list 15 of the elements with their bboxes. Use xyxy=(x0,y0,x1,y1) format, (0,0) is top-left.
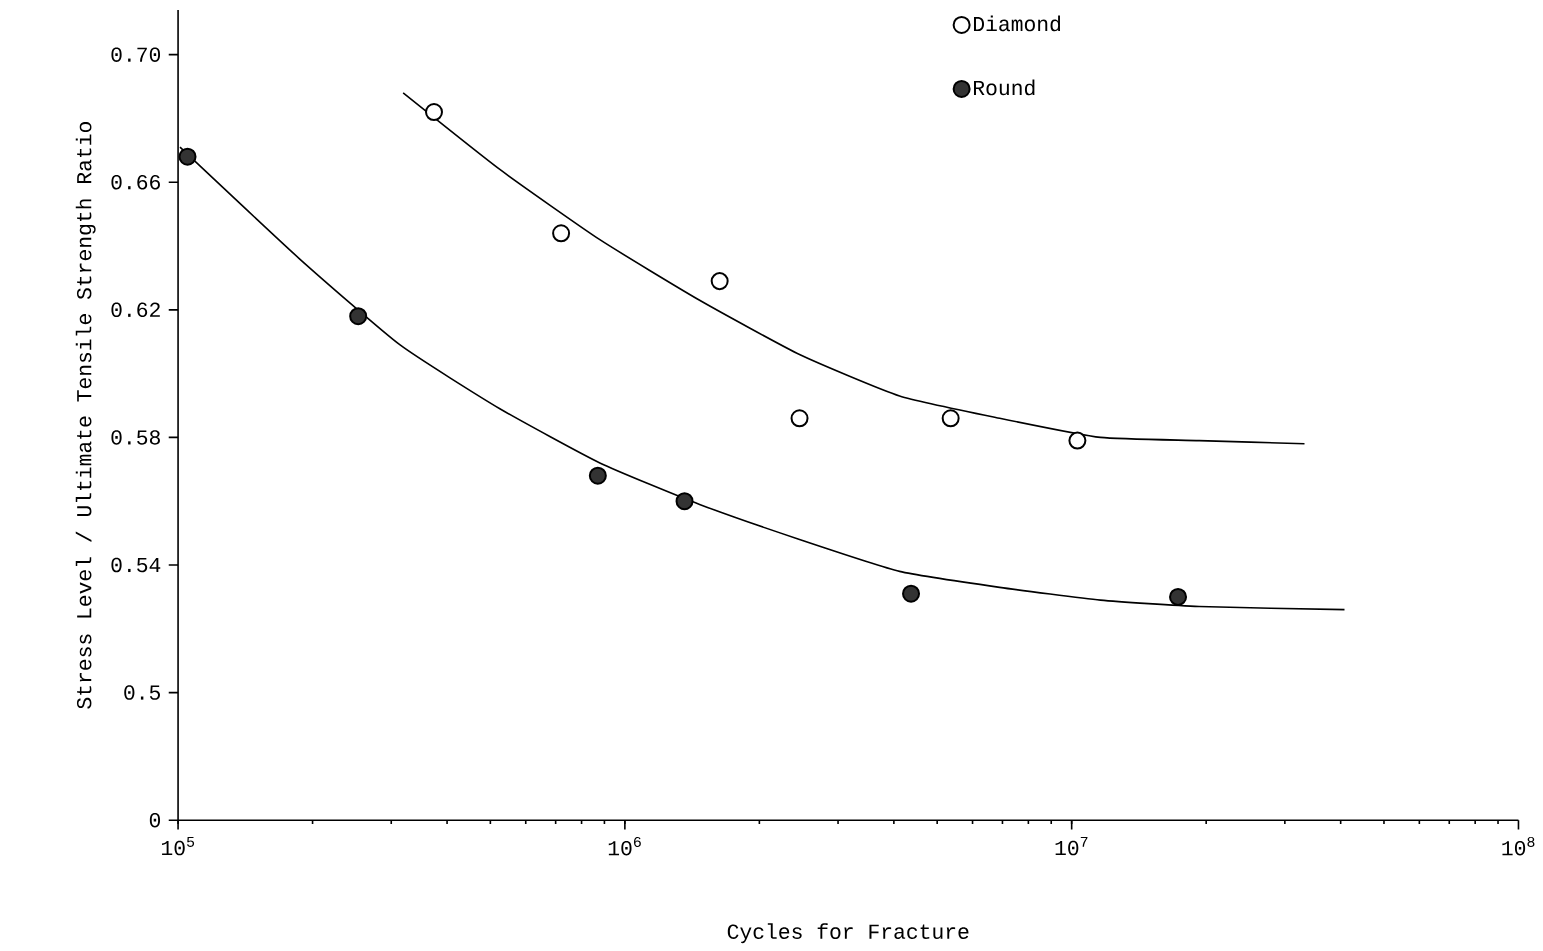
x-tick-label: 10$^{6}$ xyxy=(608,836,641,856)
x-tick-label: 10$^{7}$ xyxy=(1055,836,1088,856)
y-axis-title: Stress Level / Ultimate Tensile Strength Ratio xyxy=(75,122,96,709)
legend-label: Round xyxy=(973,79,1035,96)
x-tick-label: 10$^{8}$ xyxy=(1502,836,1535,856)
legend-label: Diamond xyxy=(973,15,1061,32)
y-tick-label: 0.58 xyxy=(111,430,160,445)
y-tick-label: 0.54 xyxy=(111,557,161,573)
y-tick-label: 0.70 xyxy=(111,47,161,62)
y-tick-label: 0 xyxy=(149,813,161,828)
y-tick-label: 0.62 xyxy=(111,302,160,318)
y-tick-label: 0.66 xyxy=(111,175,160,190)
x-axis-title: Cycles for Fracture xyxy=(727,923,969,944)
y-tick-label: 0.5 xyxy=(124,685,160,700)
x-tick-label: 10$^{5}$ xyxy=(161,836,195,856)
